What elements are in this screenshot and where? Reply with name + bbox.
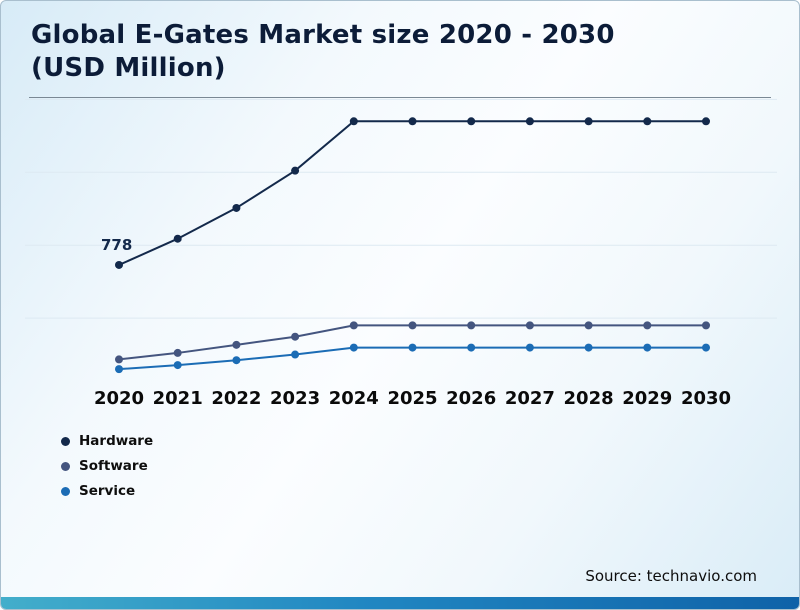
legend-label: Hardware [79, 433, 154, 449]
x-axis-label: 2024 [328, 388, 379, 409]
x-axis-label: 2020 [93, 388, 145, 409]
x-axis-label: 2021 [152, 388, 203, 409]
legend-label: Service [79, 483, 136, 499]
software-dot-icon [61, 461, 70, 471]
x-axis: 2020 2021 2022 2023 2024 2025 2026 2027 2028 2029… [1, 96, 799, 426]
x-axis-label: 2026 [446, 388, 497, 409]
page-title: Global E-Gates Market size 2020 - 2030 (… [31, 20, 615, 84]
line-chart: 778 2020 2021 2022 2023 2024 2025 2026 2027 2028… [1, 96, 799, 426]
legend-label: Software [79, 458, 148, 474]
legend-item-software: Software [61, 458, 153, 474]
x-axis-label: 2025 [387, 388, 438, 409]
legend-item-service: Service [61, 483, 153, 499]
x-axis-label: 2030 [680, 388, 732, 409]
hardware-dot-icon [61, 436, 70, 446]
x-axis-label: 2028 [563, 388, 614, 409]
legend-item-hardware: Hardware [61, 433, 153, 449]
x-axis-label: 2022 [211, 388, 262, 409]
service-dot-icon [61, 486, 70, 496]
chart-legend: Hardware Software Service [61, 433, 153, 508]
x-axis-label: 2029 [622, 388, 673, 409]
bottom-accent-bar [1, 597, 799, 609]
chart-canvas [25, 98, 777, 374]
hardware-first-value-label: 778 [101, 236, 133, 254]
x-axis-label: 2027 [504, 388, 555, 409]
x-axis-label: 2023 [270, 388, 321, 409]
title-divider [29, 97, 771, 98]
source-attribution: Source: technavio.com [585, 567, 757, 585]
